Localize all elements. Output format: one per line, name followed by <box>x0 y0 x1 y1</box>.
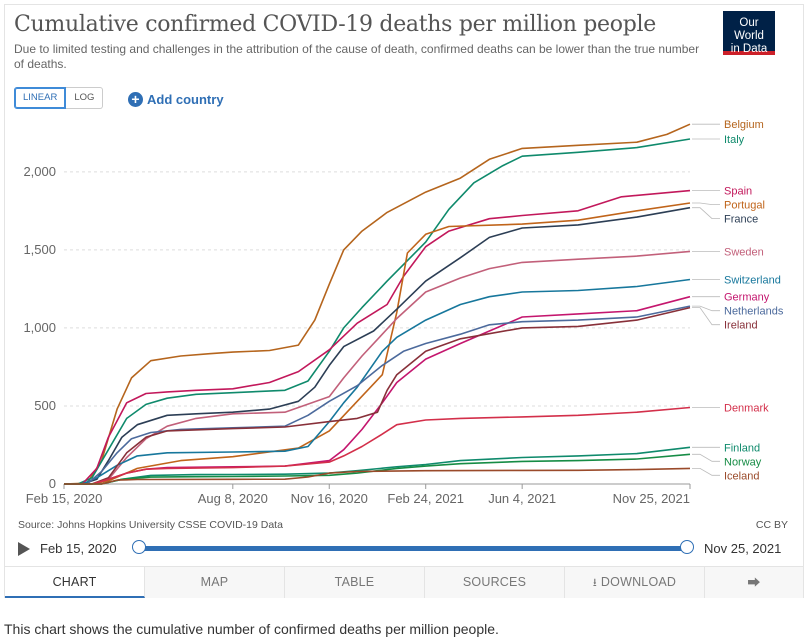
chart-subtitle: Due to limited testing and challenges in… <box>14 42 700 71</box>
timeline-start-label: Feb 15, 2020 <box>40 541 117 556</box>
series-label: Finland <box>724 442 760 454</box>
tab-share[interactable]: ⮕ <box>705 567 803 598</box>
series-line-denmark <box>64 406 691 485</box>
series-label: Spain <box>724 186 752 198</box>
series-line-switzerland <box>64 278 691 485</box>
series-line-spain <box>64 189 691 485</box>
line-chart: 0 500 1,000 1,500 2,000 Feb 15, 2020 Aug 8, 20… <box>23 119 784 506</box>
series-line-netherlands <box>64 305 691 485</box>
series-label: Portugal <box>724 200 765 212</box>
license-link[interactable]: CC BY <box>755 519 788 531</box>
label-connector <box>692 307 720 326</box>
linear-scale-button[interactable]: LINEAR <box>14 87 67 109</box>
series-line-iceland <box>64 467 691 485</box>
y-tick-label: 2,000 <box>23 164 56 179</box>
view-tabs: CHART MAP TABLE SOURCES ⭳ DOWNLOAD ⮕ <box>5 566 803 598</box>
series-label: Iceland <box>724 470 759 482</box>
timeline-slider: Feb 15, 2020 Nov 25, 2021 <box>14 538 794 560</box>
series-label: Norway <box>724 456 762 468</box>
timeline-end-label: Nov 25, 2021 <box>704 541 782 556</box>
series-label: Denmark <box>724 403 769 415</box>
tab-table[interactable]: TABLE <box>285 567 425 598</box>
series-line-sweden <box>64 250 691 485</box>
x-tick-label: Feb 24, 2021 <box>387 491 464 506</box>
y-tick-label: 500 <box>34 398 56 413</box>
timeline-track[interactable] <box>139 546 687 551</box>
label-connector <box>692 453 720 462</box>
source-note[interactable]: Source: Johns Hopkins University CSSE CO… <box>18 519 283 531</box>
series-line-ireland <box>64 306 691 485</box>
series-label: France <box>724 214 758 226</box>
label-connector <box>692 207 720 220</box>
series-label: Netherlands <box>724 306 784 318</box>
timeline-end-handle[interactable] <box>680 540 694 554</box>
y-tick-label: 1,500 <box>23 242 56 257</box>
label-connector <box>692 202 720 206</box>
x-tick-label: Nov 16, 2020 <box>291 491 368 506</box>
x-tick-label: Nov 25, 2021 <box>613 491 690 506</box>
owid-logo[interactable]: Our World in Data <box>723 11 775 55</box>
logo-line-2: in Data <box>730 43 768 55</box>
plus-circle-icon: + <box>128 92 143 107</box>
x-tick-label: Aug 8, 2020 <box>198 491 268 506</box>
tab-map[interactable]: MAP <box>145 567 285 598</box>
series-label: Belgium <box>724 119 764 131</box>
scale-toggle: LINEAR LOG <box>14 87 104 109</box>
series-line-italy <box>63 138 691 485</box>
timeline-start-handle[interactable] <box>132 540 146 554</box>
tab-download[interactable]: ⭳ DOWNLOAD <box>565 567 705 598</box>
logo-line-1: Our World <box>734 17 764 42</box>
chart-title: Cumulative confirmed COVID-19 deaths per… <box>14 12 656 37</box>
series-line-finland <box>64 446 691 485</box>
series-label: Germany <box>724 292 770 304</box>
play-icon[interactable] <box>18 542 30 556</box>
share-icon: ⮕ <box>747 575 761 590</box>
add-country-label: Add country <box>147 92 224 107</box>
series-line-belgium <box>63 123 691 485</box>
add-country-button[interactable]: + Add country <box>128 92 224 107</box>
chart-caption: This chart shows the cumulative number o… <box>4 621 499 637</box>
label-connector <box>692 467 720 476</box>
series-line-portugal <box>64 202 691 485</box>
x-tick-label: Jun 4, 2021 <box>488 491 556 506</box>
series-line-norway <box>64 453 691 485</box>
y-tick-label: 0 <box>49 476 56 491</box>
series-line-france <box>64 206 691 485</box>
tab-download-label: DOWNLOAD <box>600 575 677 589</box>
log-scale-button[interactable]: LOG <box>66 87 104 109</box>
tab-sources[interactable]: SOURCES <box>425 567 565 598</box>
series-label: Italy <box>724 134 745 146</box>
series-label: Sweden <box>724 246 764 258</box>
label-connector <box>692 305 720 312</box>
x-tick-label: Feb 15, 2020 <box>26 491 103 506</box>
series-label: Ireland <box>724 320 758 332</box>
download-icon: ⭳ <box>592 577 597 589</box>
tab-chart[interactable]: CHART <box>5 567 145 598</box>
series-label: Switzerland <box>724 275 781 287</box>
y-tick-label: 1,000 <box>23 320 56 335</box>
